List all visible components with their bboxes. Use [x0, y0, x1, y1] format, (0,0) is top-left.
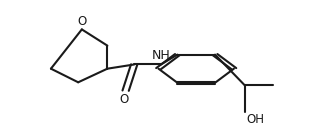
- Text: O: O: [77, 15, 86, 27]
- Text: O: O: [119, 93, 128, 106]
- Text: OH: OH: [246, 113, 264, 126]
- Text: NH: NH: [152, 49, 171, 62]
